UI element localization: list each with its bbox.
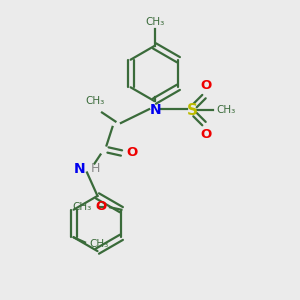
Text: N: N — [74, 162, 85, 176]
Text: O: O — [200, 79, 211, 92]
Text: CH₃: CH₃ — [73, 202, 92, 212]
Text: N: N — [150, 103, 161, 117]
Text: CH₃: CH₃ — [89, 239, 109, 249]
Text: O: O — [200, 128, 211, 141]
Text: CH₃: CH₃ — [216, 105, 235, 115]
Text: O: O — [95, 200, 106, 213]
Text: O: O — [126, 146, 137, 160]
Text: H: H — [91, 162, 100, 176]
Text: S: S — [187, 103, 197, 118]
Text: CH₃: CH₃ — [145, 17, 164, 27]
Text: CH₃: CH₃ — [85, 96, 104, 106]
